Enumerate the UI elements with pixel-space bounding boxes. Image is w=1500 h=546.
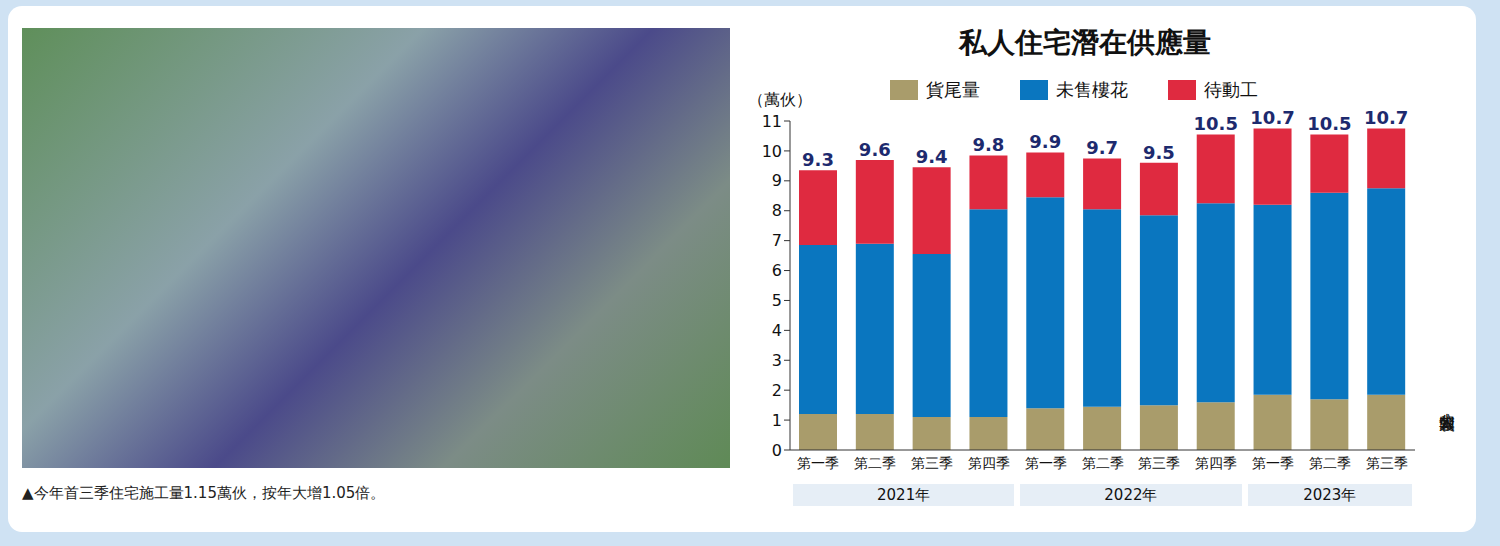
svg-text:5: 5 — [772, 291, 782, 310]
html-text:貨尾量: 貨尾量 — [926, 79, 980, 100]
svg-text:2: 2 — [772, 381, 782, 400]
svg-text:9.8: 9.8 — [973, 134, 1005, 155]
svg-text:10.7: 10.7 — [1364, 107, 1408, 128]
html-text:私人住宅潛在供應量: 私人住宅潛在供應量 — [959, 26, 1211, 59]
html-text:2021年: 2021年 — [877, 486, 931, 504]
svg-text:9.4: 9.4 — [916, 146, 948, 167]
svg-text:9.3: 9.3 — [802, 149, 834, 170]
html-text:待動工: 待動工 — [1204, 79, 1258, 100]
svg-text:第四季: 第四季 — [968, 455, 1010, 471]
svg-text:第一季: 第一季 — [1252, 455, 1294, 471]
svg-text:11: 11 — [762, 112, 782, 131]
html-text:2022年: 2022年 — [1104, 486, 1158, 504]
svg-text:10.5: 10.5 — [1194, 113, 1238, 134]
svg-text:第二季: 第二季 — [1082, 455, 1124, 471]
svg-text:7: 7 — [772, 231, 782, 250]
html-text:2023年: 2023年 — [1303, 486, 1357, 504]
svg-text:0: 0 — [772, 441, 782, 460]
svg-text:3: 3 — [772, 351, 782, 370]
svg-text:第一季: 第一季 — [1025, 455, 1067, 471]
svg-text:第三季: 第三季 — [1138, 455, 1180, 471]
svg-text:9: 9 — [772, 171, 782, 190]
svg-text:9.5: 9.5 — [1143, 142, 1175, 163]
svg-text:1: 1 — [772, 411, 782, 430]
html-text:▲今年首三季住宅施工量1.15萬伙，按年大增1.05倍。: ▲今年首三季住宅施工量1.15萬伙，按年大增1.05倍。 — [22, 484, 386, 502]
svg-text:6: 6 — [772, 261, 782, 280]
svg-text:第三季: 第三季 — [1366, 455, 1408, 471]
svg-text:第一季: 第一季 — [797, 455, 839, 471]
svg-text:10.5: 10.5 — [1307, 113, 1351, 134]
svg-text:9.9: 9.9 — [1029, 131, 1061, 152]
svg-text:10.7: 10.7 — [1250, 107, 1294, 128]
svg-text:第四季: 第四季 — [1195, 455, 1237, 471]
html-text:（萬伙）: （萬伙） — [748, 90, 812, 109]
svg-text:9.6: 9.6 — [859, 139, 891, 160]
svg-text:第三季: 第三季 — [911, 455, 953, 471]
svg-text:9.7: 9.7 — [1086, 137, 1118, 158]
html-text:大公報製圖: 大公報製圖 — [1438, 400, 1457, 405]
svg-text:第二季: 第二季 — [1309, 455, 1351, 471]
svg-text:10: 10 — [762, 142, 782, 161]
svg-text:8: 8 — [772, 201, 782, 220]
svg-text:4: 4 — [772, 321, 782, 340]
html-text:未售樓花: 未售樓花 — [1056, 79, 1128, 100]
svg-text:第二季: 第二季 — [854, 455, 896, 471]
